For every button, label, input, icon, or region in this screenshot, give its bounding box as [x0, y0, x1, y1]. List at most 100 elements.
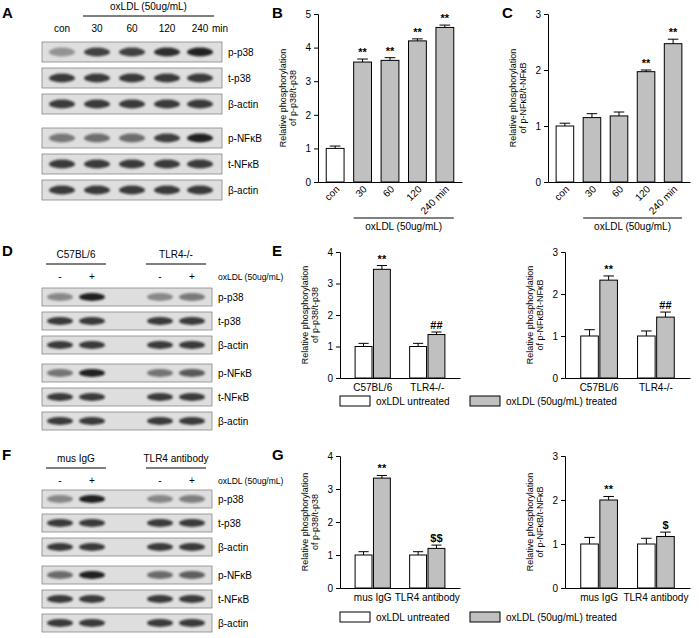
tick: TLR4 antibody: [395, 588, 460, 603]
bracket: [46, 264, 106, 265]
tick: 2: [552, 289, 565, 300]
axis-line: [341, 588, 461, 589]
x-axis: mus IgGTLR4 antibody: [341, 588, 461, 603]
significance: **: [413, 26, 422, 38]
tick: 1: [552, 539, 565, 550]
bracket: [146, 468, 206, 469]
axis-line: [336, 253, 341, 379]
blot-strip: [42, 490, 212, 508]
tick-mark: [314, 48, 318, 49]
band: [47, 619, 73, 627]
legend-swatch: [340, 612, 370, 622]
tick-mark: [544, 182, 548, 183]
band: [187, 100, 213, 109]
row-label: p-p38: [218, 494, 244, 505]
lane-label: +: [189, 271, 195, 282]
row-label: p-NFκB: [218, 368, 252, 379]
tick-label: con: [322, 183, 341, 202]
y-axis: 0123: [535, 9, 548, 188]
significance: $$: [430, 532, 442, 544]
band: [49, 74, 75, 83]
tick: 0: [305, 177, 318, 188]
bar: [637, 72, 655, 182]
lane-label: -: [158, 271, 161, 282]
tick-label: 240 min: [418, 183, 451, 216]
y-label: Relative phosphorylation: [300, 266, 310, 365]
tick-mark: [336, 588, 340, 589]
lane-label: 30: [91, 23, 103, 34]
lane-label: 240: [192, 23, 209, 34]
error-bar: [358, 552, 368, 555]
bar: [556, 126, 574, 182]
annotations: **##: [604, 263, 671, 311]
plot-area: [581, 276, 675, 378]
x-axis: C57BL/6TLR4-/-: [341, 378, 461, 393]
plot-area: [355, 266, 445, 378]
tick: 2: [535, 65, 548, 76]
tick-mark: [544, 14, 548, 15]
tick: C57BL/6: [580, 378, 619, 393]
error-stem: [608, 496, 609, 500]
tick: 4: [327, 451, 340, 462]
tick-mark: [561, 588, 565, 589]
error-bar: [385, 58, 396, 61]
blot-strip: [42, 288, 212, 306]
error-bar: [412, 39, 423, 41]
group-label: mus IgG: [57, 453, 95, 464]
band: [49, 160, 75, 169]
band: [147, 393, 173, 401]
tick: 60: [610, 182, 626, 199]
tick-mark: [561, 456, 565, 457]
row-label: p-NFκB: [228, 133, 262, 144]
error-cap: [641, 330, 652, 331]
error-cap: [358, 551, 368, 552]
band: [47, 341, 73, 349]
lane-label: -: [158, 475, 161, 486]
blot-strip: [42, 312, 212, 330]
band: [147, 495, 173, 503]
blot-strip: [42, 42, 222, 62]
row-label: p-NFκB: [218, 570, 252, 581]
plot-area: [326, 25, 454, 182]
error-bar: [358, 343, 368, 346]
western-blot: AoxLDL (50ug/mL)con3060120240minp-p38t-p…: [2, 1, 262, 200]
band: [49, 100, 75, 109]
band: [119, 186, 145, 195]
significance: ##: [430, 319, 442, 331]
error-bar: [641, 538, 652, 544]
significance: $: [662, 519, 668, 531]
error-stem: [665, 532, 666, 536]
tick-mark: [336, 378, 340, 379]
blot-strip: [42, 412, 212, 430]
treatment-label: oxLDL (50ug/mL): [218, 476, 284, 486]
row-label: β-actin: [218, 340, 248, 351]
band: [49, 48, 75, 57]
legend: oxLDL untreatedoxLDL (50ug/mL) treated: [340, 612, 617, 623]
error-cap: [660, 532, 671, 533]
y-axis: 01234: [327, 451, 340, 594]
bracket: [354, 218, 454, 219]
band: [187, 74, 213, 83]
bar: [664, 44, 682, 182]
error-stem: [673, 39, 674, 43]
tick-label: 240 min: [647, 183, 680, 216]
y-label: of p-p38/t-p38: [310, 494, 320, 550]
band: [179, 571, 205, 579]
band: [79, 393, 105, 401]
error-bar: [614, 112, 625, 116]
tick: con: [552, 182, 571, 203]
significance: **: [669, 26, 678, 38]
x-axis: con3060120240 min: [549, 182, 691, 216]
panel-letter: F: [2, 446, 11, 463]
row-label: β-actin: [218, 416, 248, 427]
tick-label: 1: [327, 550, 333, 561]
significance: **: [378, 462, 387, 474]
tick-label: 0: [535, 177, 541, 188]
error-bar: [584, 537, 595, 544]
tick: 2: [305, 110, 318, 121]
tick-mark: [336, 489, 340, 490]
x-axis: mus IgGTLR4 antibody: [566, 588, 691, 603]
tick: TLR4-/-: [639, 378, 673, 393]
tick: 1: [552, 331, 565, 342]
error-cap: [584, 329, 595, 330]
